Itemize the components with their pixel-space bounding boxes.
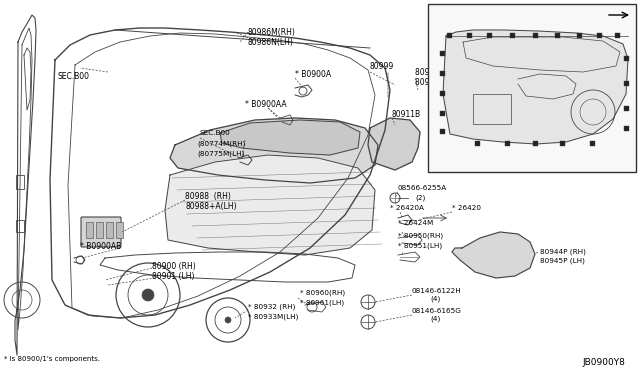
Bar	[440, 111, 445, 116]
Text: (4): (4)	[430, 296, 440, 302]
Text: FRONT: FRONT	[578, 7, 605, 16]
Text: * 80950(RH): * 80950(RH)	[398, 232, 443, 238]
Polygon shape	[170, 118, 378, 183]
Bar	[590, 141, 595, 146]
Text: * 26424M: * 26424M	[398, 220, 433, 226]
Text: (80774M(RH): (80774M(RH)	[197, 140, 245, 147]
Text: SEC.B00: SEC.B00	[200, 130, 231, 136]
Bar	[597, 33, 602, 38]
Text: 80988  (RH): 80988 (RH)	[185, 192, 231, 201]
Text: 80911B: 80911B	[392, 110, 421, 119]
Text: *80900AB: *80900AB	[430, 22, 463, 28]
Bar	[447, 33, 452, 38]
Text: * 80951(LH): * 80951(LH)	[398, 242, 442, 248]
Bar	[615, 33, 620, 38]
Text: 08146-6165G: 08146-6165G	[412, 308, 462, 314]
Bar	[560, 141, 565, 146]
Bar	[467, 33, 472, 38]
Bar	[533, 33, 538, 38]
Text: * B0900AA: * B0900AA	[245, 100, 287, 109]
Circle shape	[225, 317, 231, 323]
Text: 08146-6122H: 08146-6122H	[412, 288, 461, 294]
Text: JB0900Y8: JB0900Y8	[582, 358, 625, 367]
Polygon shape	[368, 118, 420, 170]
Text: 80988+A(LH): 80988+A(LH)	[185, 202, 237, 211]
Text: * 26420A: * 26420A	[390, 205, 424, 211]
Circle shape	[142, 289, 154, 301]
Text: 80944P (RH): 80944P (RH)	[540, 248, 586, 254]
Bar	[510, 33, 515, 38]
Text: * is 80900/1's components.: * is 80900/1's components.	[432, 162, 518, 167]
Text: SEC.B00: SEC.B00	[58, 72, 90, 81]
Bar	[16, 220, 24, 232]
Text: *80900A: *80900A	[496, 22, 525, 28]
Text: *80900AB: *80900AB	[584, 22, 618, 28]
Text: 80999: 80999	[370, 62, 394, 71]
Bar	[624, 81, 629, 86]
Text: 08566-6255A: 08566-6255A	[398, 185, 447, 191]
Polygon shape	[165, 155, 375, 255]
Text: (80775M(LH): (80775M(LH)	[197, 150, 244, 157]
Text: 80900 (RH): 80900 (RH)	[152, 262, 196, 271]
Text: (2): (2)	[415, 194, 425, 201]
Bar	[440, 71, 445, 76]
Bar	[428, 4, 636, 172]
Text: * B0900AB: * B0900AB	[80, 242, 121, 251]
Bar	[106, 222, 113, 238]
Text: * 80932 (RH): * 80932 (RH)	[248, 303, 296, 310]
Bar	[440, 129, 445, 134]
Text: CLIP Location: CLIP Location	[432, 7, 490, 16]
Bar	[487, 33, 492, 38]
Polygon shape	[452, 232, 535, 278]
Bar	[440, 91, 445, 96]
Bar	[473, 94, 511, 124]
Text: 80986M(RH): 80986M(RH)	[248, 28, 296, 37]
Text: * 26420: * 26420	[452, 205, 481, 211]
Text: * is 80900/1's components.: * is 80900/1's components.	[4, 356, 100, 362]
Bar	[624, 56, 629, 61]
Text: 80945P (LH): 80945P (LH)	[540, 258, 585, 264]
Bar	[86, 222, 93, 238]
Text: * B0900A: * B0900A	[295, 70, 331, 79]
Bar	[440, 51, 445, 56]
Text: * 80961(LH): * 80961(LH)	[300, 300, 344, 307]
Bar	[475, 141, 480, 146]
Text: 80941 (LH): 80941 (LH)	[415, 78, 458, 87]
Bar	[555, 33, 560, 38]
Text: 80901 (LH): 80901 (LH)	[152, 272, 195, 281]
Text: * 80960(RH): * 80960(RH)	[300, 290, 345, 296]
Bar	[116, 222, 123, 238]
Bar	[624, 106, 629, 111]
Bar	[577, 33, 582, 38]
Text: * 80933M(LH): * 80933M(LH)	[248, 313, 298, 320]
Bar	[533, 141, 538, 146]
Text: * B0900AA: * B0900AA	[496, 152, 532, 158]
Bar	[96, 222, 103, 238]
FancyBboxPatch shape	[81, 217, 121, 247]
Bar	[16, 175, 24, 189]
Text: 80986N(LH): 80986N(LH)	[248, 38, 294, 47]
Bar	[505, 141, 510, 146]
Text: 80940 (RH): 80940 (RH)	[415, 68, 459, 77]
Text: (4): (4)	[430, 316, 440, 323]
Bar	[624, 126, 629, 131]
Polygon shape	[443, 30, 628, 144]
Polygon shape	[220, 120, 360, 155]
